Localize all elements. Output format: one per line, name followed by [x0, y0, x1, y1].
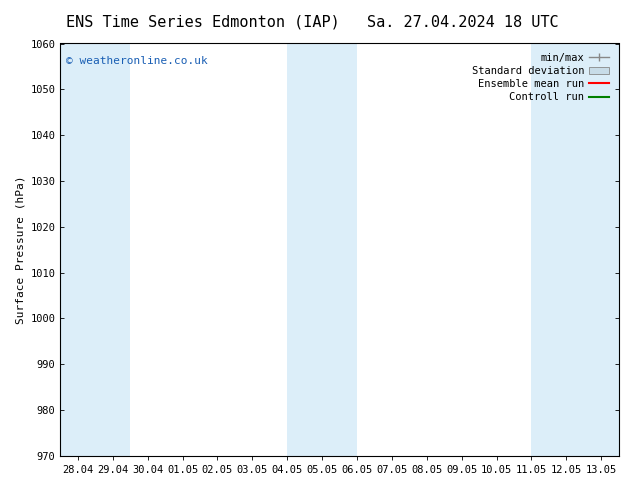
Bar: [60, 44, 95, 456]
Y-axis label: Surface Pressure (hPa): Surface Pressure (hPa): [15, 175, 25, 324]
Bar: [566, 44, 619, 456]
Text: ENS Time Series Edmonton (IAP): ENS Time Series Edmonton (IAP): [66, 15, 340, 30]
Bar: [322, 44, 357, 456]
Text: © weatheronline.co.uk: © weatheronline.co.uk: [66, 56, 208, 66]
Bar: [531, 44, 566, 456]
Legend: min/max, Standard deviation, Ensemble mean run, Controll run: min/max, Standard deviation, Ensemble me…: [468, 49, 614, 106]
Bar: [95, 44, 130, 456]
Text: Sa. 27.04.2024 18 UTC: Sa. 27.04.2024 18 UTC: [367, 15, 559, 30]
Bar: [287, 44, 322, 456]
